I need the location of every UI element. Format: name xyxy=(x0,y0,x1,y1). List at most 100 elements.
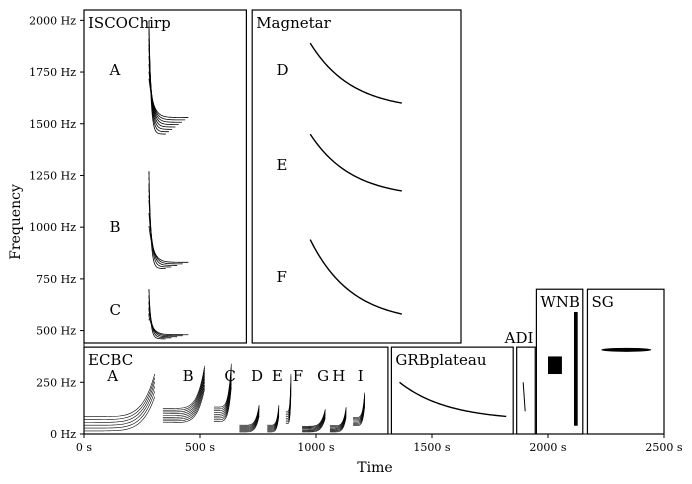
decay-track xyxy=(399,381,507,418)
signal-label: A xyxy=(106,367,118,385)
signal-label: I xyxy=(358,367,364,385)
region-sg: SG xyxy=(586,288,665,435)
signal-label: E xyxy=(272,367,283,385)
region-grbplateau: GRBplateau xyxy=(390,346,514,435)
region-title: ADI xyxy=(504,329,534,347)
chirp-track xyxy=(148,171,166,269)
region-box xyxy=(83,9,247,344)
signal-magnetar-d xyxy=(309,42,402,104)
signal-label: E xyxy=(277,156,288,174)
ecbc-track xyxy=(239,412,260,431)
ecbc-track xyxy=(213,383,232,421)
wnb-burst xyxy=(548,356,562,375)
y-tick-label: 250 Hz xyxy=(36,376,76,389)
ecbc-track xyxy=(84,391,156,429)
ecbc-track xyxy=(353,405,366,427)
signal-magnetar-e xyxy=(309,133,402,192)
region-title: ISCOChirp xyxy=(88,14,171,32)
chirp-track xyxy=(148,29,170,133)
ecbc-track xyxy=(84,381,156,423)
signal-label: F xyxy=(293,367,303,385)
x-tick-label: 500 s xyxy=(185,441,215,454)
ecbc-track xyxy=(162,378,205,418)
decay-track xyxy=(309,239,402,315)
ecbc-track xyxy=(302,415,326,431)
ecbc-track xyxy=(329,413,347,431)
signal-grbplateau xyxy=(399,381,507,418)
signal-label: D xyxy=(251,367,263,385)
ecbc-track xyxy=(162,375,205,416)
ecbc-track xyxy=(162,365,205,409)
region-iscochirp: ISCOChirp A B C xyxy=(83,9,247,344)
x-tick-label: 0 s xyxy=(76,441,92,454)
signal-ecbc-c xyxy=(213,363,232,422)
signal-ecbc-b xyxy=(162,365,205,423)
signal-label: A xyxy=(109,61,121,79)
ecbc-track xyxy=(353,403,366,425)
ecbc-track xyxy=(162,381,205,420)
ecbc-track xyxy=(162,372,205,415)
ecbc-track xyxy=(239,413,260,432)
signal-isco-b xyxy=(148,171,189,269)
decay-track xyxy=(309,42,402,104)
ecbc-track xyxy=(329,409,347,428)
region-title: SG xyxy=(591,293,613,311)
ecbc-track xyxy=(329,410,347,429)
region-title: WNB xyxy=(540,293,580,311)
ecbc-track xyxy=(302,411,326,429)
ecbc-track xyxy=(213,373,232,415)
signal-label: D xyxy=(277,61,289,79)
ecbc-track xyxy=(302,416,326,432)
ecbc-track xyxy=(267,415,280,433)
signal-ecbc-i xyxy=(353,392,366,427)
ecbc-track xyxy=(213,370,232,413)
ecbc-track xyxy=(302,418,326,433)
chirp-track xyxy=(148,199,178,266)
signal-wnb xyxy=(548,356,562,375)
chirp-track xyxy=(148,185,172,268)
region-box xyxy=(516,346,536,435)
ecbc-track xyxy=(302,413,326,430)
signals-layer xyxy=(84,20,652,433)
ecbc-track xyxy=(84,373,156,417)
ecbc-track xyxy=(213,379,232,419)
x-tick-label: 2500 s xyxy=(645,441,682,454)
signal-sg xyxy=(601,347,652,352)
ecbc-track xyxy=(239,404,260,426)
ecbc-track xyxy=(285,374,292,412)
ecbc-track xyxy=(213,365,232,410)
signal-ecbc-a xyxy=(84,373,156,432)
ecbc-track xyxy=(162,388,205,423)
region-title: ECBC xyxy=(88,351,133,369)
ecbc-track xyxy=(353,401,366,424)
signal-ecbc-d xyxy=(239,404,260,433)
chirp-track xyxy=(148,296,172,339)
y-tick-label: 1500 Hz xyxy=(29,118,76,131)
signal-magnetar-f xyxy=(309,239,402,315)
ecbc-track xyxy=(302,410,326,428)
signal-label: C xyxy=(110,301,121,319)
chirp-track xyxy=(148,78,189,118)
ecbc-track xyxy=(84,386,156,426)
ecbc-track xyxy=(239,407,260,428)
ecbc-track xyxy=(267,405,280,426)
ecbc-track xyxy=(329,416,347,433)
signal-adi xyxy=(522,382,526,412)
chirp-track xyxy=(148,303,178,338)
y-tick-label: 1250 Hz xyxy=(29,169,76,182)
ecbc-track xyxy=(239,410,260,430)
chirp-track xyxy=(148,289,166,340)
adi-track xyxy=(522,382,526,412)
signal-label: H xyxy=(332,367,345,385)
ecbc-track xyxy=(162,384,205,422)
region-box xyxy=(251,9,462,344)
chirp-track xyxy=(148,316,189,336)
y-tick-label: 750 Hz xyxy=(36,273,76,286)
ecbc-track xyxy=(213,368,232,412)
chirp-track xyxy=(148,47,176,128)
wnb-burst xyxy=(573,311,578,426)
ecbc-track xyxy=(267,412,280,431)
ecbc-track xyxy=(239,415,260,433)
